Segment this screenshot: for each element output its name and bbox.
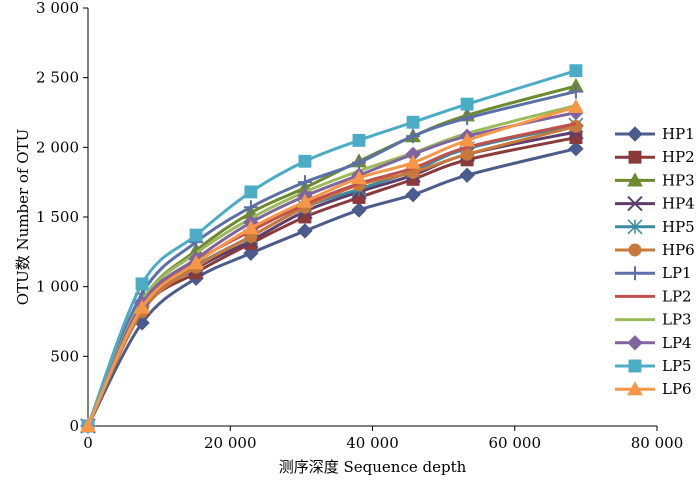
data-point — [460, 111, 475, 126]
legend-label: HP4 — [662, 195, 695, 213]
legend-label: LP5 — [662, 357, 692, 375]
y-tick-label: 1 000 — [36, 278, 79, 296]
legend-item-hp5: HP5 — [615, 218, 695, 236]
data-point — [297, 193, 313, 208]
legend-item-hp4: HP4 — [615, 195, 695, 213]
series-hp3 — [80, 77, 584, 433]
legend-item-hp1: HP1 — [615, 125, 695, 143]
legend-label: HP1 — [662, 125, 695, 143]
legend-item-lp5: LP5 — [615, 357, 692, 375]
legend-item-lp2: LP2 — [615, 287, 692, 305]
legend: HP1 HP2 HP3 HP4 HP5 HP6 LP1 LP2 LP3 LP4 LP5 LP6 — [615, 125, 695, 398]
legend-item-lp6: LP6 — [615, 380, 692, 398]
x-axis-title: 测序深度 Sequence depth — [279, 458, 467, 476]
y-tick-label: 500 — [50, 347, 79, 365]
axes: 0 500 1 000 1 500 2 000 2 500 3 000 0 20 000 40 0… — [36, 0, 683, 452]
legend-label: LP2 — [662, 287, 692, 305]
data-point — [459, 167, 475, 183]
data-point — [298, 154, 312, 168]
x-tick-label: 80 000 — [631, 434, 684, 452]
data-point — [189, 228, 203, 242]
data-point — [406, 115, 420, 129]
legend-item-lp3: LP3 — [615, 311, 692, 329]
series-lp6 — [80, 98, 584, 433]
legend-label: LP6 — [662, 380, 692, 398]
series-lp5 — [81, 64, 583, 433]
legend-label: LP4 — [662, 334, 692, 352]
x-tick-label: 40 000 — [346, 434, 399, 452]
data-point — [351, 202, 367, 218]
series-line — [86, 84, 577, 427]
data-point — [405, 186, 421, 203]
y-axis-title: OTU数 Number of OTU — [14, 129, 32, 305]
legend-label: HP5 — [662, 218, 695, 236]
data-point — [460, 147, 474, 161]
data-point — [460, 97, 474, 111]
data-point — [135, 277, 149, 291]
x-tick-label: 0 — [83, 434, 93, 452]
data-point — [627, 195, 643, 212]
series-line — [86, 104, 577, 427]
x-tick-label: 20 000 — [204, 434, 257, 452]
legend-item-lp4: LP4 — [615, 334, 692, 352]
data-point — [628, 266, 642, 281]
data-point — [628, 150, 642, 164]
y-tick-label: 3 000 — [36, 0, 79, 17]
series-lp3 — [86, 104, 577, 427]
data-point — [568, 98, 584, 114]
data-point — [627, 219, 643, 235]
legend-label: HP3 — [662, 171, 695, 189]
data-point — [134, 299, 150, 314]
data-point — [351, 155, 366, 170]
data-point — [568, 84, 583, 99]
data-point — [80, 417, 96, 433]
data-point — [627, 172, 643, 187]
x-tick-label: 60 000 — [489, 434, 542, 452]
y-tick-label: 2 000 — [36, 138, 79, 156]
series-lp4 — [80, 104, 584, 434]
legend-label: LP1 — [662, 264, 692, 282]
data-point — [569, 64, 583, 78]
data-point — [628, 359, 642, 373]
y-tick-label: 0 — [69, 417, 79, 435]
data-point — [352, 133, 366, 147]
legend-label: LP3 — [662, 311, 692, 329]
legend-label: HP2 — [662, 148, 695, 166]
legend-item-hp3: HP3 — [615, 171, 695, 189]
data-point — [459, 132, 475, 147]
legend-item-lp1: LP1 — [615, 264, 692, 282]
data-point — [627, 335, 643, 351]
y-tick-label: 2 500 — [36, 69, 79, 87]
data-point — [628, 243, 642, 257]
data-point — [243, 200, 258, 215]
legend-item-hp2: HP2 — [615, 148, 695, 166]
data-point — [297, 175, 312, 190]
series-hp6 — [81, 119, 583, 433]
data-point — [627, 381, 643, 396]
legend-label: HP6 — [662, 241, 695, 259]
data-point — [188, 254, 204, 270]
data-point — [627, 126, 643, 142]
data-point — [243, 220, 259, 235]
data-point — [351, 169, 367, 185]
data-point — [405, 154, 421, 169]
data-point — [244, 185, 258, 199]
data-point — [569, 119, 583, 133]
data-point — [406, 129, 421, 144]
data-point — [568, 141, 584, 157]
legend-item-hp6: HP6 — [615, 241, 695, 259]
plot-area — [80, 64, 584, 434]
series-line — [86, 105, 577, 427]
y-tick-label: 1 500 — [36, 208, 79, 226]
data-point — [297, 223, 313, 239]
